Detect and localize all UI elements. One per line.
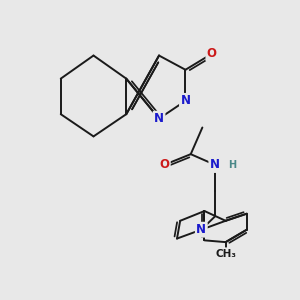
Text: N: N	[210, 158, 220, 171]
Text: N: N	[196, 223, 206, 236]
Text: N: N	[154, 112, 164, 125]
Text: O: O	[207, 47, 217, 60]
Text: O: O	[159, 158, 169, 171]
Text: H: H	[228, 160, 236, 170]
Text: N: N	[210, 158, 220, 171]
Text: N: N	[181, 94, 190, 107]
Text: CH₃: CH₃	[215, 249, 236, 259]
